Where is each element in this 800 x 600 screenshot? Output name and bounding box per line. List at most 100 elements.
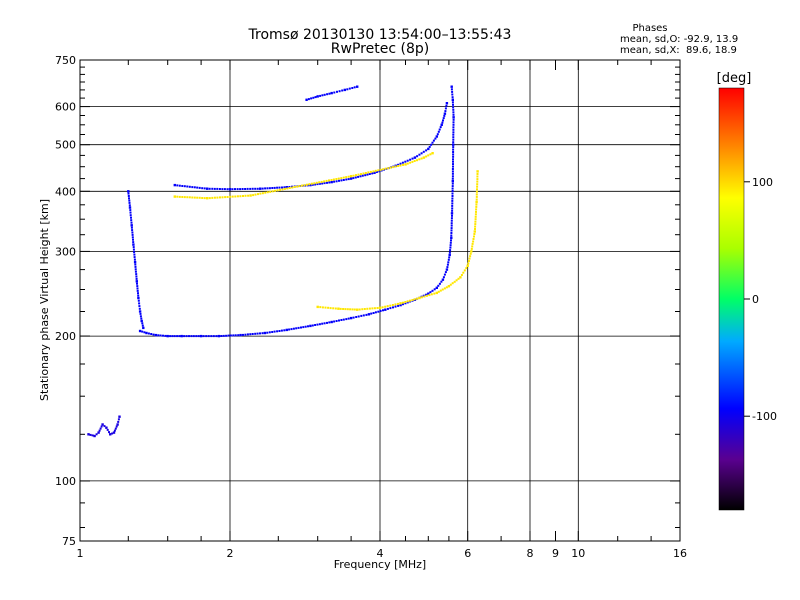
echo-dot [447,258,450,261]
echo-dot [226,188,229,191]
echo-dot [318,323,321,326]
echo-dot [178,335,181,338]
echo-dot [223,188,226,191]
echo-dot [338,90,341,93]
echo-dot [328,92,331,95]
echo-dot [363,308,366,310]
echo-dot [438,128,441,131]
echo-dot [345,318,348,321]
echo-dot [452,153,455,156]
echo-dot [329,307,332,310]
echo-dot [384,167,387,170]
echo-dot [413,160,416,162]
echo-point [384,308,387,311]
echo-dot [321,94,324,97]
y-tick-label: 200 [55,330,76,343]
echo-dot [323,322,326,325]
echo-dot [476,178,479,181]
echo-dot [319,306,322,309]
echo-dot [357,315,360,318]
echo-dot [185,335,188,338]
echo-dot [231,195,234,198]
echo-dot [208,187,211,190]
echo-dot [425,293,428,296]
echo-dot [338,319,340,322]
echo-dot [333,320,336,323]
colorbar-tick-label: 100 [752,176,773,189]
echo-point [217,334,221,338]
echo-dot [288,187,291,189]
x-tick-label: 1 [77,547,84,560]
echo-point [259,187,262,190]
echo-dot [475,195,478,198]
echo-dot [183,335,186,338]
echo-dot [236,195,239,198]
echo-dot [95,433,98,436]
echo-dot [425,294,428,297]
echo-dot [171,335,174,338]
echo-point [285,186,288,189]
echo-dot [212,335,215,338]
echo-dot [420,157,423,160]
echo-dot [452,123,455,126]
echo-dot [310,182,313,185]
echo-dot [251,333,254,335]
echo-dot [397,302,399,305]
echo-dot [473,233,476,235]
echo-dot [203,197,206,200]
echo-dot [234,195,237,198]
echo-dot [266,191,269,194]
echo-dot [308,183,311,186]
echo-dot [131,233,134,236]
echo-dot [321,306,324,309]
echo-dot [432,139,435,142]
echo-dot [451,185,454,188]
echo-dot [137,294,140,297]
echo-point [475,200,478,204]
echo-dot [323,180,326,183]
echo-dot [352,177,355,180]
echo-dot [176,184,179,187]
echo-dot [452,111,455,114]
echo-dot [475,210,477,213]
echo-dot [450,239,452,242]
echo-point [166,334,169,338]
echo-dot [451,197,454,200]
echo-dot [450,219,453,222]
echo-dot [283,186,286,189]
echo-dot [476,183,479,186]
echo-dot [413,298,416,301]
echo-dot [338,179,340,182]
echo-dot [465,267,468,270]
echo-dot [345,176,348,179]
echo-dot [296,185,299,188]
echo-dot [261,192,264,195]
y-tick-label: 75 [62,535,76,548]
echo-dot [278,186,281,189]
echo-dot [373,307,376,310]
echo-dot [451,190,454,192]
echo-dot [181,196,184,198]
echo-dot [445,104,448,107]
echo-dot [218,188,221,190]
echo-dot [444,110,447,113]
echo-dot [451,207,454,210]
echo-dot [234,334,237,337]
colorbar [718,87,745,511]
echo-dot [468,257,471,260]
echo-dot [347,175,350,178]
echo-dot [138,302,141,305]
echo-dot [129,211,132,214]
y-tick-labels: 75 100 200 300 400 500 600 750 [55,54,76,548]
echo-dot [136,285,139,288]
echo-dot [186,185,189,188]
echo-dot [443,114,446,117]
echo-dot [220,335,223,337]
echo-dot [452,108,455,111]
echo-dot [280,329,283,332]
trace-4 [173,152,434,200]
echo-point [343,88,346,92]
echo-dot [114,427,117,430]
echo-point [445,102,449,105]
echo-point [447,285,451,288]
